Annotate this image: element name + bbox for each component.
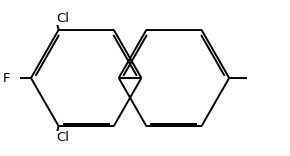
Text: Cl: Cl [56,131,69,144]
Text: F: F [2,71,10,85]
Text: Cl: Cl [56,12,69,25]
